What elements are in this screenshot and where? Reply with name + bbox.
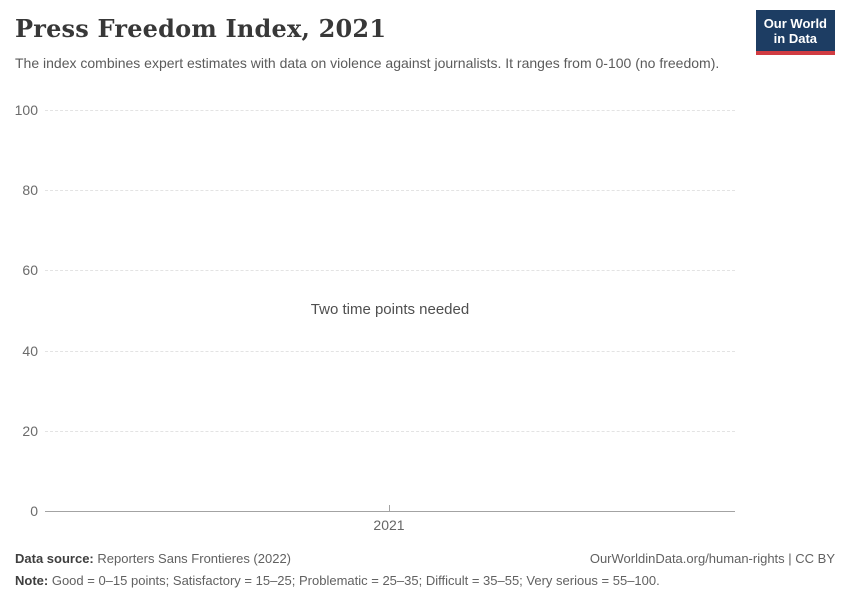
chart-subtitle: The index combines expert estimates with… [15,55,720,71]
owid-logo[interactable]: Our World in Data [755,10,835,55]
chart-header: Press Freedom Index, 2021 The index comb… [15,14,755,73]
data-source-value: Reporters Sans Frontieres (2022) [93,551,292,566]
x-axis-tick-mark [389,505,390,511]
chart-note-label: Note: [15,573,49,588]
y-axis-tick-label: 100 [14,102,38,118]
y-axis-tick-label: 20 [22,423,38,439]
data-source: Data source: Reporters Sans Frontieres (… [15,551,291,566]
y-axis-tick-label: 60 [22,262,38,278]
owid-logo-line2: in Data [773,31,818,47]
gridline [45,190,735,191]
data-source-label: Data source: [15,551,94,566]
empty-chart-message: Two time points needed [310,301,470,318]
x-axis-line [45,511,735,512]
x-axis-tick-label: 2021 [373,517,405,533]
chart-footer: Data source: Reporters Sans Frontieres (… [15,551,835,588]
y-axis-tick-label: 0 [30,503,38,519]
y-axis-tick-label: 80 [22,182,38,198]
y-axis-tick-label: 40 [22,343,38,359]
gridline [45,351,735,352]
owid-logo-line1: Our World [763,16,827,31]
chart-note-value: Good = 0–15 points; Satisfactory = 15–25… [48,573,660,588]
owid-attribution-link[interactable]: OurWorldinData.org/human-rights | CC BY [589,551,835,566]
page-title: Press Freedom Index, 2021 [15,14,387,43]
gridline [45,110,735,111]
gridline [45,431,735,432]
chart-note: Note: Good = 0–15 points; Satisfactory =… [15,573,660,588]
gridline [45,270,735,271]
